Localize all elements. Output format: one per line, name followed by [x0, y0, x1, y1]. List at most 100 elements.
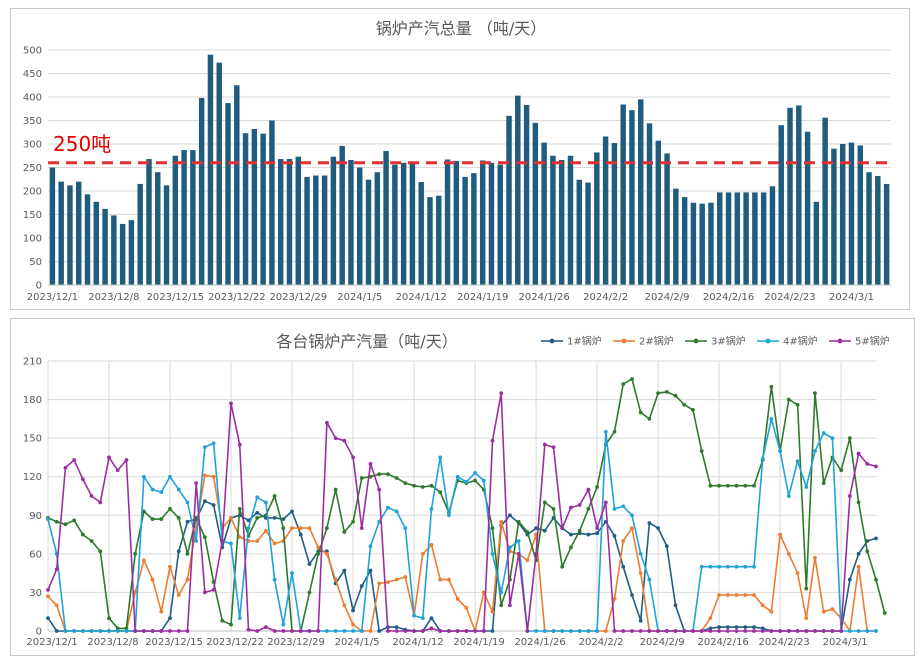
data-point — [447, 629, 451, 633]
bar — [242, 133, 249, 285]
data-point — [769, 416, 774, 421]
data-point — [560, 564, 565, 569]
x-tick-label: 2024/3/1 — [829, 292, 874, 303]
data-point — [630, 593, 634, 597]
data-point — [237, 506, 242, 511]
data-point — [333, 577, 338, 582]
x-tick-label: 2024/2/2 — [579, 637, 624, 648]
data-point — [386, 472, 390, 477]
data-point — [72, 458, 77, 462]
data-point — [272, 515, 277, 520]
bar — [339, 145, 345, 285]
y-tick-label: 150 — [23, 434, 42, 445]
data-point — [874, 464, 878, 469]
data-point — [429, 626, 434, 631]
bar — [427, 197, 433, 285]
data-point — [804, 629, 809, 633]
data-point — [255, 510, 260, 515]
bar — [506, 115, 512, 285]
data-point — [795, 629, 800, 633]
data-point — [586, 532, 591, 537]
bar — [155, 172, 161, 285]
bar — [796, 105, 802, 286]
legend-swatch-marker — [765, 338, 771, 344]
y-tick-label: 0 — [36, 627, 42, 638]
legend-swatch-marker — [693, 338, 699, 344]
data-point — [351, 608, 355, 613]
bar — [883, 183, 890, 285]
data-point — [429, 542, 434, 547]
data-point — [246, 518, 251, 523]
data-point — [699, 449, 704, 453]
bar — [111, 215, 117, 285]
x-tick-label: 2024/1/12 — [396, 292, 447, 303]
data-point — [115, 468, 120, 473]
data-point — [760, 603, 765, 608]
data-point — [185, 500, 190, 505]
x-tick-label: 2024/1/19 — [453, 637, 504, 648]
data-point — [708, 629, 713, 633]
data-point — [98, 549, 103, 554]
data-point — [176, 487, 181, 492]
data-point — [420, 551, 425, 556]
data-point — [813, 629, 817, 633]
data-point — [107, 455, 111, 460]
x-tick-label: 2024/1/5 — [335, 637, 380, 648]
data-point — [473, 478, 477, 483]
data-point — [168, 506, 172, 511]
data-point — [813, 555, 817, 560]
data-point — [377, 472, 382, 477]
y-tick-label: 30 — [29, 588, 42, 599]
data-point — [429, 616, 434, 621]
data-point — [499, 391, 504, 396]
data-point — [202, 499, 207, 504]
data-point — [168, 474, 172, 479]
data-point — [464, 479, 469, 484]
x-tick-label: 2024/2/23 — [764, 292, 815, 303]
y-tick-label: 180 — [23, 395, 42, 406]
bar — [321, 175, 328, 285]
bar — [769, 186, 776, 285]
data-point — [429, 483, 434, 488]
data-point — [263, 625, 268, 630]
data-point — [865, 461, 870, 466]
data-point — [795, 459, 800, 464]
bar — [875, 175, 881, 285]
data-point — [386, 629, 390, 633]
data-point — [246, 526, 251, 531]
data-point — [150, 629, 155, 633]
y-tick-label: 90 — [29, 511, 42, 522]
bar — [313, 175, 319, 285]
data-point — [272, 629, 277, 633]
data-point — [420, 485, 425, 489]
data-point — [490, 526, 495, 531]
bar — [567, 155, 574, 285]
data-point — [621, 504, 626, 509]
data-point — [229, 401, 233, 406]
data-point — [551, 506, 556, 511]
data-point — [734, 564, 739, 569]
data-point — [438, 490, 443, 495]
data-point — [272, 541, 277, 546]
data-point — [107, 616, 111, 621]
data-point — [168, 616, 172, 621]
data-point — [786, 494, 791, 498]
bar — [620, 104, 626, 286]
data-point — [281, 526, 286, 531]
data-point — [595, 526, 599, 531]
data-point — [734, 625, 739, 630]
bar — [778, 125, 784, 285]
bar — [365, 179, 372, 285]
data-point — [603, 429, 608, 434]
data-point — [194, 515, 199, 520]
data-point — [124, 458, 129, 462]
data-point — [612, 596, 617, 601]
data-point — [595, 629, 599, 633]
bar — [866, 172, 872, 285]
x-tick-label: 2023/12/8 — [88, 292, 139, 303]
data-point — [403, 481, 408, 486]
data-point — [743, 564, 748, 569]
data-point — [412, 629, 416, 633]
data-point — [351, 622, 355, 627]
data-point — [786, 551, 791, 556]
